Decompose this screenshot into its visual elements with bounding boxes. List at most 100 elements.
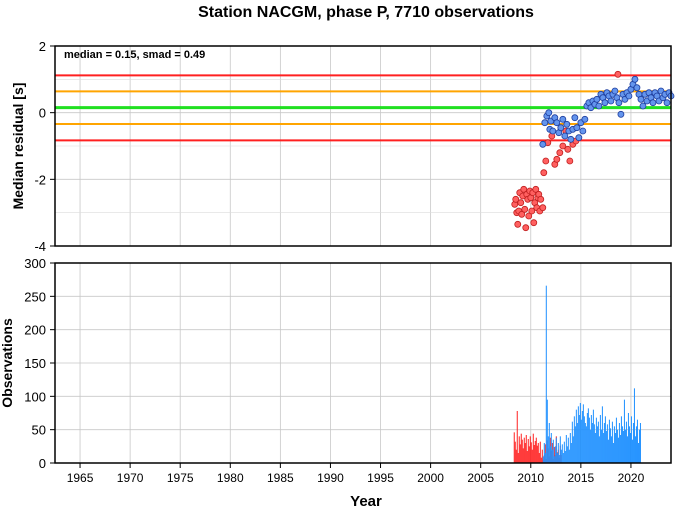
- x-axis: 1965 1970 1975 1980 1985 1990 1995 2000 2005 2010…: [67, 463, 645, 485]
- observation-bar: [529, 436, 531, 463]
- observation-bar: [608, 419, 610, 463]
- residual-point: [631, 75, 639, 83]
- x-tick-label: 1995: [367, 471, 394, 485]
- observation-bar: [594, 433, 596, 463]
- observation-bar: [581, 411, 583, 463]
- y-tick-label: 300: [24, 256, 46, 271]
- observation-bar: [554, 446, 556, 463]
- x-tick-label: 2010: [517, 471, 544, 485]
- observation-bar: [611, 421, 613, 463]
- residual-point: [521, 205, 529, 213]
- observation-bar: [534, 441, 536, 463]
- y-tick-label: -4: [34, 239, 46, 254]
- residual-points: [511, 70, 675, 232]
- observation-bar: [556, 453, 558, 463]
- observation-bar: [620, 416, 622, 463]
- residual-point: [579, 127, 587, 135]
- observation-bar: [610, 436, 612, 463]
- observation-bar: [561, 444, 563, 463]
- observation-bar: [520, 433, 522, 463]
- residual-point: [530, 219, 538, 227]
- residual-point: [541, 119, 549, 127]
- observation-bar: [531, 449, 533, 463]
- residual-point: [614, 70, 622, 78]
- residual-point: [566, 157, 574, 165]
- observation-bar: [540, 457, 542, 463]
- observation-bar: [553, 447, 555, 463]
- bottom-gridlines: [55, 262, 671, 464]
- residual-point: [518, 210, 526, 218]
- observation-bar: [602, 433, 604, 463]
- observation-bar: [537, 443, 539, 463]
- stats-annotation: median = 0.15, smad = 0.49: [64, 49, 205, 61]
- observation-bar: [575, 409, 577, 463]
- observation-bar: [543, 443, 545, 463]
- observation-bar: [513, 432, 515, 463]
- y-tick-label: 200: [24, 323, 46, 338]
- observation-bar: [552, 439, 554, 463]
- bottom-y-axis-label: Observations: [0, 318, 15, 408]
- residual-point: [525, 212, 533, 220]
- observation-bar: [560, 449, 562, 463]
- residual-point: [540, 169, 548, 177]
- observation-bar: [530, 442, 532, 463]
- observation-bar: [579, 403, 581, 463]
- observation-bar: [597, 421, 599, 463]
- observation-bar: [541, 449, 543, 463]
- residual-point: [539, 204, 547, 212]
- observation-bar: [601, 406, 603, 463]
- observation-bar: [574, 426, 576, 463]
- observation-bar: [535, 437, 537, 463]
- observation-bar: [615, 417, 617, 463]
- residual-point: [595, 102, 603, 110]
- observation-bar: [563, 441, 565, 463]
- residual-point: [512, 195, 520, 203]
- observation-bar: [577, 406, 579, 463]
- y-tick-label: 50: [32, 423, 46, 438]
- observation-bar: [584, 423, 586, 463]
- observation-bar: [573, 416, 575, 463]
- observation-bar: [639, 423, 641, 463]
- residual-point: [559, 115, 567, 123]
- observation-bar: [566, 446, 568, 463]
- observation-bar: [627, 413, 629, 463]
- x-tick-label: 1985: [267, 471, 294, 485]
- observation-bar: [636, 419, 638, 463]
- observation-bar: [591, 423, 593, 463]
- x-axis-label: Year: [350, 493, 382, 510]
- observation-bar: [624, 429, 626, 463]
- y-tick-label: 0: [39, 456, 46, 471]
- observation-bar: [632, 423, 634, 463]
- observation-bar: [539, 441, 541, 463]
- observation-bar: [637, 443, 639, 463]
- observation-bar: [544, 453, 546, 463]
- residual-point: [517, 199, 525, 207]
- observation-bar: [621, 426, 623, 463]
- x-tick-label: 1975: [167, 471, 194, 485]
- observation-bar: [519, 444, 521, 463]
- observation-bar: [606, 424, 608, 463]
- observation-bar: [580, 419, 582, 463]
- observation-bar: [549, 446, 551, 463]
- x-tick-label: 1970: [117, 471, 144, 485]
- residual-point: [539, 140, 547, 148]
- observation-bar: [532, 433, 534, 463]
- residual-point: [607, 97, 615, 105]
- observation-bar: [635, 426, 637, 463]
- residual-point: [557, 124, 565, 132]
- residual-point: [549, 127, 557, 135]
- residual-point: [542, 157, 550, 165]
- x-tick-label: 2005: [467, 471, 494, 485]
- x-tick-label: 2000: [417, 471, 444, 485]
- y-tick-label: 150: [24, 356, 46, 371]
- observation-bar: [583, 416, 585, 463]
- observation-bar: [631, 439, 633, 463]
- observation-bar: [516, 411, 518, 463]
- observation-bar: [572, 436, 574, 463]
- observation-bar: [628, 426, 630, 463]
- residual-point: [532, 185, 540, 193]
- observation-bar: [517, 453, 519, 463]
- observation-bar: [638, 429, 640, 463]
